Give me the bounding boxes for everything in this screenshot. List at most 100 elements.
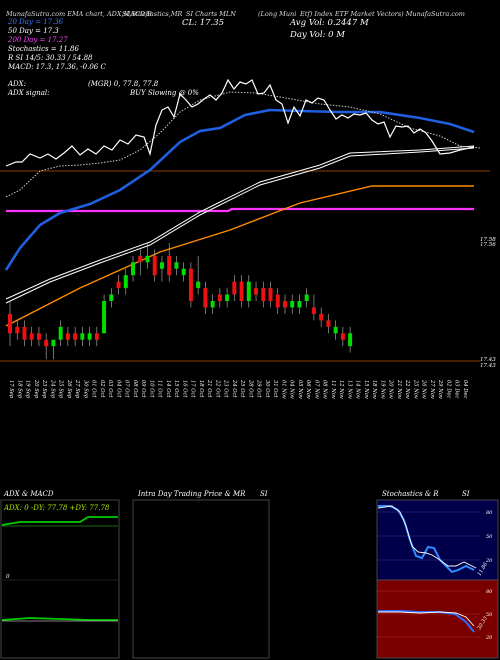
candle-body — [196, 281, 201, 289]
date-label: 25 Sep — [58, 379, 64, 399]
candle — [261, 281, 266, 308]
adx-box-text: ADX: 0 -DY: 77.78 +DY: 77.78 — [3, 504, 110, 512]
candle-body — [22, 326, 27, 340]
rsi-tick: 80 — [486, 589, 493, 595]
white-ema-2 — [5, 145, 475, 300]
candle — [131, 255, 136, 282]
candle — [275, 288, 280, 314]
date-label: 14 Oct — [165, 380, 171, 398]
candle — [225, 288, 230, 308]
date-label: 15 Oct — [173, 380, 179, 398]
header-mid2: SI Charts MLN — [186, 10, 236, 18]
date-label: 12 Nov — [338, 380, 344, 399]
date-label: 27 Sep — [74, 379, 80, 399]
candle-body — [326, 320, 331, 327]
date-label: 18 Nov — [371, 380, 377, 399]
candle — [145, 242, 150, 269]
date-label: 06 Nov — [305, 380, 311, 399]
intra-panel-si: SI — [260, 490, 268, 498]
close-price: CL: 17.35 — [182, 18, 225, 28]
date-label: 05 Nov — [297, 380, 303, 399]
adx-signal-label: ADX signal: — [8, 89, 50, 97]
date-label: 04 Dec — [462, 380, 468, 398]
candle — [116, 275, 121, 295]
candle-body — [138, 255, 143, 263]
candle — [167, 242, 172, 282]
candle-body — [145, 255, 150, 263]
adx-signal-value: BUY Slowing @ 0% — [130, 89, 199, 97]
candle-body — [109, 294, 114, 301]
rsi-tick: 20 — [485, 635, 493, 641]
candle-body — [297, 301, 302, 308]
candle — [232, 275, 237, 301]
candle — [268, 281, 273, 308]
candle — [29, 326, 34, 347]
date-label: 19 Nov — [379, 380, 385, 399]
candle-body — [73, 333, 78, 340]
date-label: 29 Oct — [256, 379, 262, 398]
candle-body — [58, 326, 63, 340]
header-left: MunafaSutra.com EMA chart, ADX,MACD,B — [6, 10, 152, 18]
candle — [181, 262, 186, 282]
candle-body — [123, 275, 128, 289]
candle — [196, 255, 201, 295]
candle — [174, 255, 179, 276]
date-label: 19 Sep — [25, 380, 31, 399]
candle — [290, 294, 295, 314]
macd-zero-label: 0 — [6, 574, 10, 580]
date-label: 25 Nov — [412, 379, 418, 399]
candle-body — [29, 333, 34, 340]
candle — [319, 307, 324, 327]
candle-body — [131, 262, 136, 276]
date-label: 01 Nov — [280, 380, 286, 399]
stoch-d-line — [377, 505, 477, 569]
candle — [152, 249, 157, 282]
date-label: 26 Sep — [66, 379, 72, 399]
candle-body — [311, 307, 316, 314]
header-right2: Etf) Index ETF Market Vectors) MunafaSut… — [300, 10, 465, 18]
candle-body — [102, 301, 107, 334]
candle — [297, 294, 302, 314]
candle — [217, 288, 222, 308]
orange-line — [5, 185, 474, 327]
date-label: 22 Nov — [404, 379, 410, 399]
candle — [73, 326, 78, 347]
candle-body — [8, 313, 12, 334]
date-label: 18 Sep — [16, 380, 22, 399]
date-label: 07 Oct — [124, 380, 130, 398]
candle-body — [159, 262, 164, 269]
candle — [203, 281, 208, 314]
date-label: 03 Oct — [107, 380, 113, 398]
candle — [304, 288, 309, 308]
candle — [311, 294, 316, 321]
candle-body — [290, 301, 295, 308]
candle — [15, 320, 20, 340]
candle — [51, 339, 56, 360]
date-label: 16 Oct — [181, 380, 187, 398]
candle-body — [282, 301, 287, 308]
date-label: 28 Oct — [247, 379, 253, 398]
candle-body — [44, 339, 49, 347]
candle — [159, 255, 164, 282]
price-label-4: 17.43 — [480, 363, 496, 369]
adx-panel-title: ADX & MACD — [4, 490, 54, 498]
rsi-panel — [376, 579, 499, 659]
macd-green-line — [1, 617, 118, 621]
date-label: 17 Sep — [8, 380, 14, 399]
candle-body — [333, 326, 338, 334]
candle-body — [188, 268, 193, 301]
date-label: 21 Nov — [396, 379, 402, 399]
candle — [22, 320, 27, 347]
candle-body — [167, 255, 172, 276]
candle — [239, 275, 244, 308]
candle-body — [181, 268, 186, 276]
date-label: 17 Oct — [190, 380, 196, 398]
date-label: 23 Sep — [41, 379, 47, 399]
candle-body — [51, 339, 56, 347]
candle-body — [232, 281, 237, 295]
indicator-line: MACD: 17.3, 17.36, -0.06 C — [8, 63, 106, 71]
candle — [348, 326, 353, 353]
candle-body — [116, 281, 121, 289]
date-label: 25 Oct — [239, 379, 245, 398]
